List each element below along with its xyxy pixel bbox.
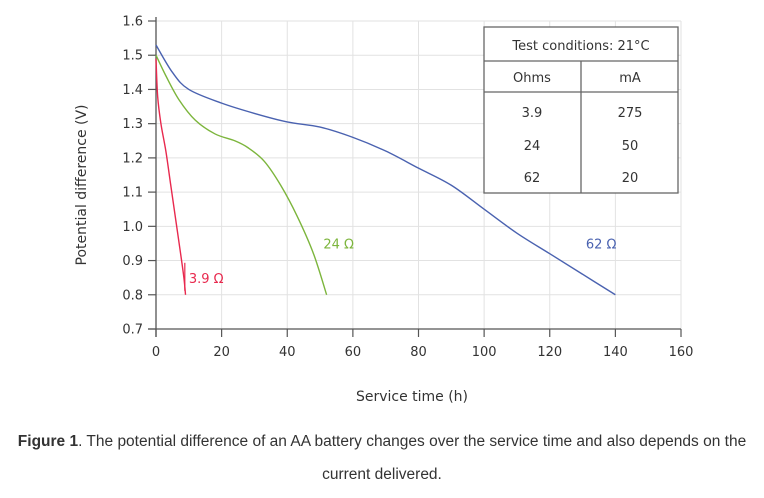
- series-line-3: [155, 44, 616, 296]
- table-cell-ohms-3: 62: [524, 171, 541, 186]
- x-tick-label: 20: [213, 345, 230, 360]
- x-tick-label: 0: [152, 345, 160, 360]
- figure-caption: Figure 1. The potential difference of an…: [0, 425, 764, 491]
- x-axis-title: Service time (h): [356, 389, 468, 405]
- curve-labels: 3.9 Ω 24 Ω 62 Ω: [184, 238, 617, 291]
- series-line-2: [155, 54, 328, 295]
- table-header-ohms: Ohms: [513, 71, 551, 86]
- series-lines: [155, 44, 616, 296]
- y-tick-label: 1.6: [122, 15, 143, 30]
- table-header-ma: mA: [619, 71, 641, 86]
- y-tick-label: 1.0: [122, 220, 143, 235]
- x-tick-label: 80: [410, 345, 427, 360]
- x-tick-label: 60: [345, 345, 362, 360]
- table-cell-ma-2: 50: [622, 139, 639, 154]
- x-tick-label: 40: [279, 345, 296, 360]
- series-line-1: [155, 58, 187, 295]
- battery-discharge-chart: 0.7 0.8 0.9 1.0 1.1 1.2 1.3 1.4 1.5 1.6 0 20 40 60 80 1…: [74, 15, 693, 406]
- curve-label-1: 3.9 Ω: [189, 272, 224, 287]
- y-tick-label: 1.2: [122, 151, 143, 166]
- x-tick-label: 160: [669, 345, 694, 360]
- y-tick-label: 1.5: [122, 49, 143, 64]
- table-title: Test conditions: 21°C: [511, 39, 649, 54]
- y-axis-title: Potential difference (V): [74, 104, 90, 265]
- table-cell-ma-3: 20: [622, 171, 639, 186]
- table-cell-ma-1: 275: [618, 106, 643, 121]
- y-tick-label: 1.4: [122, 83, 143, 98]
- figure-caption-text: . The potential difference of an AA batt…: [78, 433, 747, 483]
- y-tick-label: 0.7: [122, 323, 143, 338]
- curve-label-3: 62 Ω: [586, 238, 617, 253]
- table-cell-ohms-1: 3.9: [522, 106, 543, 121]
- x-tick-label: 100: [472, 345, 497, 360]
- x-tick-label: 120: [537, 345, 562, 360]
- conditions-table: Test conditions: 21°C Ohms mA 3.9 275 24…: [483, 26, 679, 194]
- figure-label: Figure 1: [17, 433, 79, 450]
- curve-label-2: 24 Ω: [323, 238, 354, 253]
- x-tick-label: 140: [603, 345, 628, 360]
- y-tick-label: 0.9: [122, 254, 143, 269]
- y-tick-label: 1.1: [122, 186, 143, 201]
- table-cell-ohms-2: 24: [524, 139, 541, 154]
- y-tick-label: 0.8: [122, 288, 143, 303]
- y-tick-label: 1.3: [122, 117, 143, 132]
- axes: 0.7 0.8 0.9 1.0 1.1 1.2 1.3 1.4 1.5 1.6 0 20 40 60 80 1…: [122, 15, 693, 361]
